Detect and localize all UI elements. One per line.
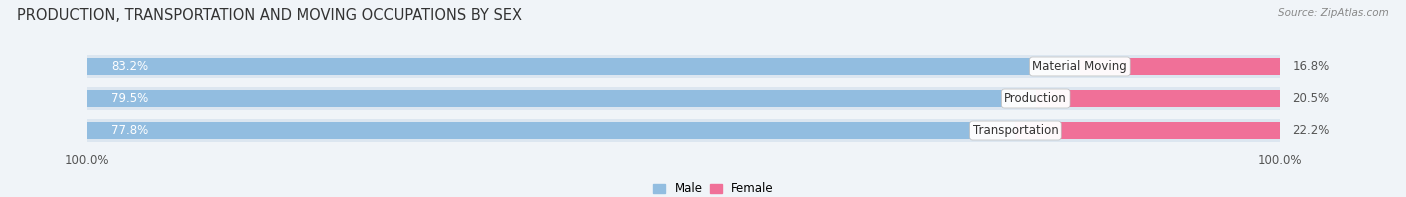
Text: Source: ZipAtlas.com: Source: ZipAtlas.com bbox=[1278, 8, 1389, 18]
Legend: Male, Female: Male, Female bbox=[648, 178, 779, 197]
Text: Material Moving: Material Moving bbox=[1032, 60, 1128, 73]
Text: 16.8%: 16.8% bbox=[1292, 60, 1330, 73]
Text: Transportation: Transportation bbox=[973, 124, 1059, 137]
Text: Production: Production bbox=[1004, 92, 1067, 105]
Bar bbox=[1080, 58, 1281, 75]
Text: 83.2%: 83.2% bbox=[111, 60, 148, 73]
Bar bbox=[1015, 122, 1281, 139]
Text: 20.5%: 20.5% bbox=[1292, 92, 1329, 105]
Bar bbox=[87, 58, 1080, 75]
Bar bbox=[87, 90, 1036, 107]
Text: 77.8%: 77.8% bbox=[111, 124, 148, 137]
Bar bbox=[87, 87, 1281, 110]
Text: 79.5%: 79.5% bbox=[111, 92, 148, 105]
Bar bbox=[87, 122, 1015, 139]
Text: 22.2%: 22.2% bbox=[1292, 124, 1330, 137]
Bar bbox=[87, 119, 1281, 142]
Text: PRODUCTION, TRANSPORTATION AND MOVING OCCUPATIONS BY SEX: PRODUCTION, TRANSPORTATION AND MOVING OC… bbox=[17, 8, 522, 23]
Bar bbox=[87, 55, 1281, 78]
Bar bbox=[1036, 90, 1281, 107]
